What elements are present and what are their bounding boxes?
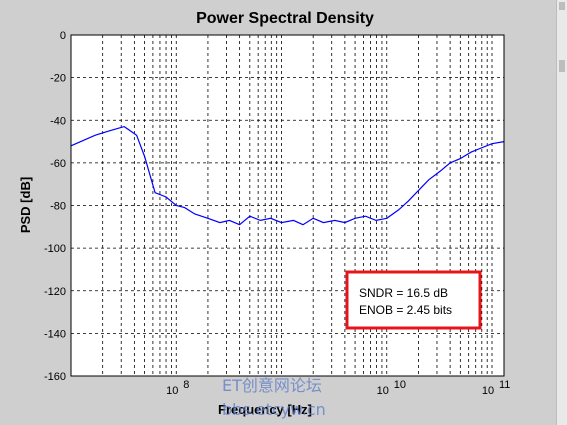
x-tick-label-2: 10: [482, 385, 494, 397]
window-edge: [556, 0, 567, 425]
x-tick-exponent-0: 8: [183, 379, 189, 391]
annotation-enob: ENOB = 2.45 bits: [359, 303, 452, 317]
x-tick-exponent-1: 10: [394, 379, 406, 391]
y-tick-label-7: -140: [44, 328, 66, 340]
plot-frame: [70, 34, 505, 377]
annotation-box: SNDR = 16.5 dB ENOB = 2.45 bits: [345, 270, 482, 330]
y-tick-label-6: -120: [44, 286, 66, 298]
y-tick-label-8: -160: [44, 371, 66, 383]
x-tick-label-1: 10: [377, 385, 389, 397]
x-tick-label-0: 10: [166, 385, 178, 397]
y-tick-label-2: -40: [50, 115, 66, 127]
window-edge-marker: [559, 60, 565, 72]
x-tick-exponent-2: 11: [499, 379, 510, 391]
window-edge-handle: [559, 2, 565, 10]
x-axis-label: Frequency [Hz]: [218, 402, 312, 417]
y-tick-label-4: -80: [50, 201, 66, 213]
y-tick-label-1: -20: [50, 73, 66, 85]
y-tick-label-5: -100: [44, 243, 66, 255]
y-tick-label-0: 0: [60, 30, 66, 42]
watermark-line1: ET创意网论坛: [222, 376, 322, 395]
psd-series-line-0: [70, 125, 505, 226]
x-tick-labels: 10 8 10 10 10 11: [166, 379, 510, 397]
y-axis-label: PSD [dB]: [18, 177, 33, 233]
y-tick-labels: 0 -20 -40 -60 -80 -100 -120 -140 -160: [44, 30, 66, 383]
y-tick-label-3: -60: [50, 158, 66, 170]
series-group: [70, 125, 505, 226]
watermark-line2: bbs.etcyw.cn: [222, 400, 326, 419]
annotation-sndr: SNDR = 16.5 dB: [359, 286, 448, 300]
chart-title: Power Spectral Density: [196, 10, 374, 27]
